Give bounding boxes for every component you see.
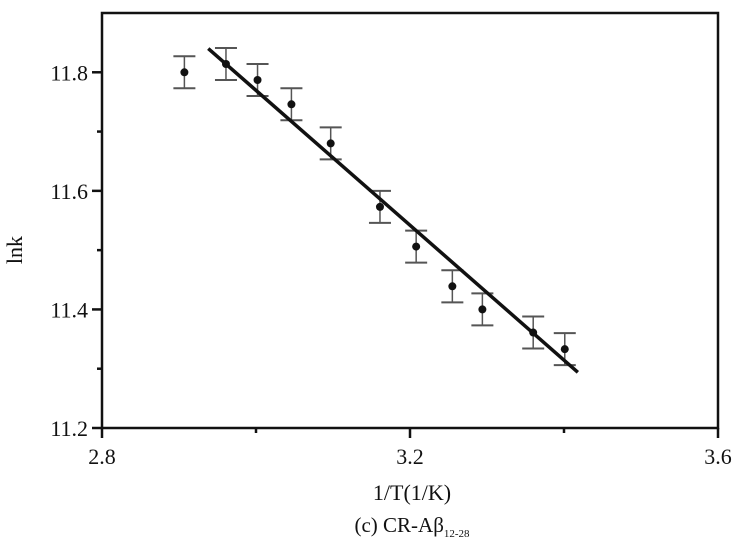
data-point [560, 345, 569, 354]
chart-caption: (c) CR-Aβ12-28 [354, 513, 470, 540]
data-point [448, 282, 457, 291]
fit-line-group [207, 47, 580, 374]
data-point [326, 139, 335, 148]
data-point [375, 202, 384, 211]
caption-main: (c) CR-A [354, 513, 434, 537]
x-tick-label: 3.2 [396, 444, 424, 469]
data-point [529, 328, 538, 337]
y-tick-label: 11.4 [50, 297, 88, 322]
data-points [180, 59, 569, 354]
y-tick-label: 11.6 [50, 179, 88, 204]
y-tick-label: 11.8 [50, 60, 88, 85]
y-axis-label: lnk [2, 236, 27, 264]
x-axis-label: 1/T(1/K) [373, 480, 451, 505]
x-tick-label: 3.6 [704, 444, 732, 469]
data-point [287, 100, 296, 109]
plot-frame [100, 11, 720, 430]
axis-ticks: 2.8 3.2 3.6 11.2 11.4 11.6 11.8 [50, 60, 731, 469]
data-point [253, 75, 262, 84]
data-point [478, 305, 487, 314]
caption-greek: β [433, 513, 444, 537]
x-tick-label: 2.8 [88, 444, 116, 469]
y-tick-label: 11.2 [50, 416, 88, 441]
caption-subscript: 12-28 [444, 528, 470, 540]
data-point [221, 59, 230, 68]
plot-border [100, 11, 720, 430]
fit-line [207, 47, 580, 374]
data-point [180, 68, 189, 77]
data-point [412, 242, 421, 251]
